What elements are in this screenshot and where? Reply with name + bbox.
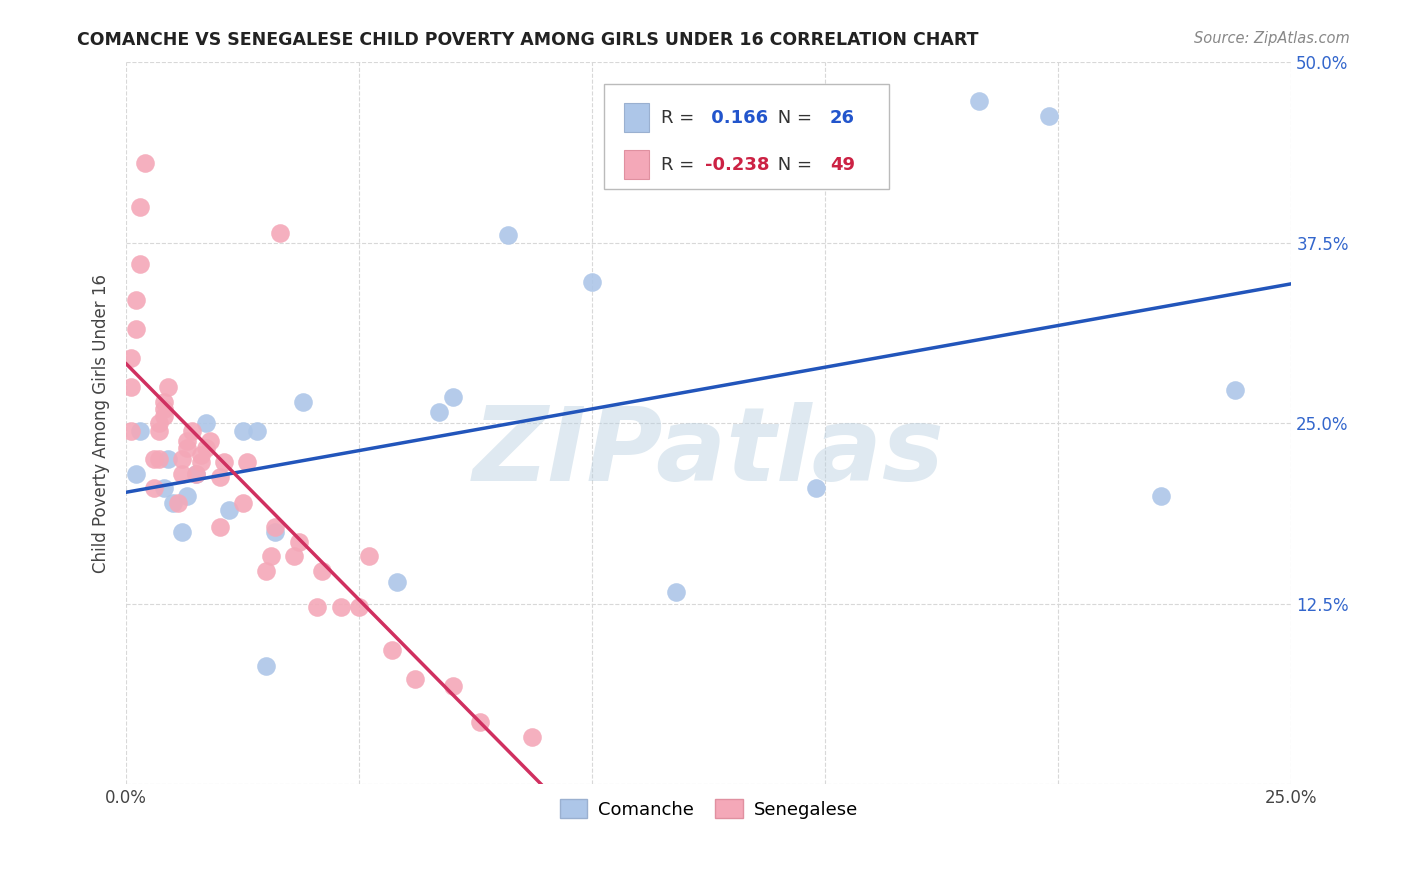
Point: [804, 481, 827, 495]
Point: [441, 390, 464, 404]
Point: [124, 293, 146, 308]
Point: [120, 380, 142, 394]
Point: [287, 534, 309, 549]
Point: [172, 524, 194, 539]
Point: [172, 452, 194, 467]
Point: [1225, 383, 1247, 397]
Point: [129, 200, 152, 214]
Point: [208, 520, 231, 534]
Point: [254, 659, 277, 673]
Point: [381, 643, 404, 657]
Point: [190, 455, 212, 469]
Point: [283, 549, 305, 564]
Point: [260, 549, 283, 564]
Point: [427, 405, 450, 419]
Point: [307, 599, 329, 614]
Text: -0.238: -0.238: [706, 156, 770, 174]
Point: [311, 564, 333, 578]
Point: [143, 481, 166, 495]
Point: [190, 448, 212, 462]
Point: [180, 424, 202, 438]
Point: [176, 489, 198, 503]
Point: [194, 441, 217, 455]
Point: [152, 481, 174, 495]
Point: [264, 524, 287, 539]
Point: [176, 441, 198, 455]
Point: [152, 401, 174, 416]
Point: [1150, 489, 1173, 503]
Point: [124, 322, 146, 336]
Text: ZIPatlas: ZIPatlas: [472, 401, 945, 503]
Legend: Comanche, Senegalese: Comanche, Senegalese: [553, 792, 865, 826]
Point: [162, 496, 184, 510]
Point: [129, 424, 152, 438]
Point: [404, 672, 426, 686]
Text: 26: 26: [830, 109, 855, 127]
Point: [441, 679, 464, 693]
Point: [157, 380, 180, 394]
Point: [148, 424, 170, 438]
Point: [269, 226, 291, 240]
Point: [292, 394, 315, 409]
Point: [264, 520, 287, 534]
Point: [208, 469, 231, 483]
Point: [212, 455, 235, 469]
Text: 0.166: 0.166: [706, 109, 769, 127]
Point: [246, 424, 269, 438]
Point: [665, 585, 688, 599]
Text: R =: R =: [661, 156, 695, 174]
Point: [520, 730, 543, 744]
Point: [236, 455, 259, 469]
Point: [157, 452, 180, 467]
Point: [134, 156, 156, 170]
Point: [172, 467, 194, 481]
Point: [129, 257, 152, 271]
Point: [581, 275, 603, 289]
Point: [329, 599, 352, 614]
Point: [349, 599, 371, 614]
Point: [148, 417, 170, 431]
Text: N =: N =: [772, 109, 817, 127]
Text: Source: ZipAtlas.com: Source: ZipAtlas.com: [1194, 31, 1350, 46]
Point: [120, 424, 142, 438]
Point: [470, 715, 492, 730]
Point: [232, 424, 254, 438]
Point: [385, 575, 408, 590]
Point: [152, 409, 174, 423]
Point: [152, 394, 174, 409]
Y-axis label: Child Poverty Among Girls Under 16: Child Poverty Among Girls Under 16: [93, 274, 110, 573]
Point: [176, 434, 198, 448]
Point: [498, 228, 520, 243]
Bar: [624, 150, 650, 179]
Point: [198, 434, 221, 448]
Point: [120, 351, 142, 366]
Text: N =: N =: [772, 156, 817, 174]
Point: [232, 496, 254, 510]
Point: [186, 467, 208, 481]
Text: 49: 49: [830, 156, 855, 174]
Point: [124, 467, 146, 481]
Point: [357, 549, 380, 564]
Point: [967, 94, 990, 108]
Bar: [624, 103, 650, 132]
Text: COMANCHE VS SENEGALESE CHILD POVERTY AMONG GIRLS UNDER 16 CORRELATION CHART: COMANCHE VS SENEGALESE CHILD POVERTY AMO…: [77, 31, 979, 49]
Point: [194, 417, 217, 431]
FancyBboxPatch shape: [605, 84, 890, 188]
Point: [1038, 109, 1060, 123]
Point: [254, 564, 277, 578]
Point: [186, 467, 208, 481]
Text: R =: R =: [661, 109, 695, 127]
Point: [166, 496, 188, 510]
Point: [143, 452, 166, 467]
Point: [148, 452, 170, 467]
Point: [218, 503, 240, 517]
